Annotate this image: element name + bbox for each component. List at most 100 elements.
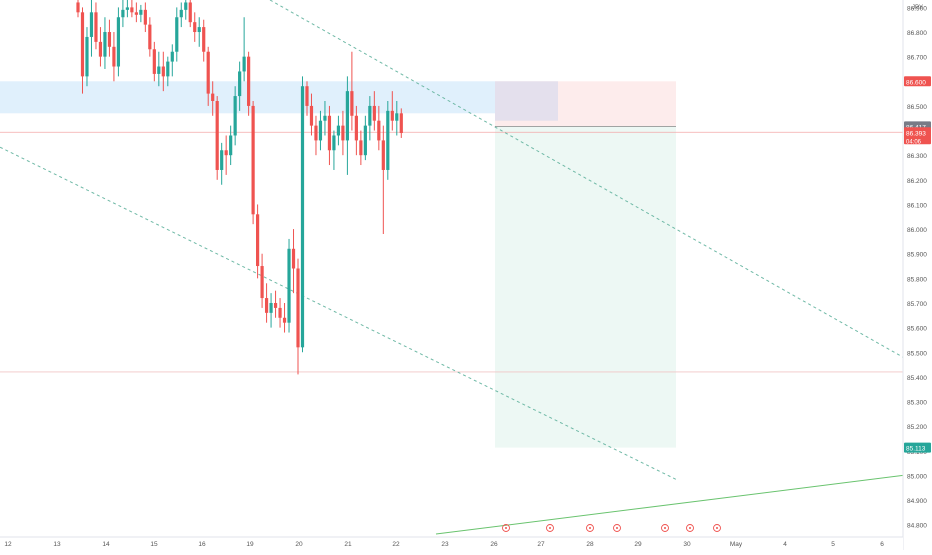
x-tick-label: 14 [102, 541, 110, 548]
candle-body [85, 36, 89, 77]
candle-body [152, 49, 156, 74]
time-axis [0, 537, 903, 550]
y-tick-label: 85.500 [907, 350, 927, 357]
candle-body [282, 317, 287, 323]
candle-body [287, 248, 291, 323]
event-marker-icon[interactable] [686, 524, 694, 532]
y-tick-label: 85.600 [907, 326, 927, 333]
candle-body [229, 135, 233, 156]
event-marker-icon[interactable] [661, 524, 669, 532]
price-axis [903, 0, 932, 550]
y-tick-label: 84.900 [907, 498, 927, 505]
candle-body [291, 248, 296, 269]
y-tick-label: 86.300 [907, 153, 927, 160]
y-tick-label: 86.000 [907, 227, 927, 234]
candle-body [76, 2, 80, 13]
event-marker-dot-icon [664, 527, 666, 529]
candle-body [98, 41, 103, 57]
candle-body [103, 32, 107, 57]
candle-body [332, 135, 336, 151]
candle-body [372, 105, 376, 121]
candle-body [318, 120, 323, 141]
rising-trend-line [435, 474, 904, 535]
x-tick-label: 19 [246, 541, 254, 548]
y-tick-label: 85.000 [907, 473, 927, 480]
y-tick-label: 85.400 [907, 375, 927, 382]
y-tick-label: 86.100 [907, 202, 927, 209]
x-tick-label: 5 [831, 541, 835, 548]
y-tick-label: 85.200 [907, 424, 927, 431]
event-marker-icon[interactable] [713, 524, 721, 532]
candle-body [125, 7, 129, 10]
candle-body [354, 115, 358, 141]
target-price-label: 86.600 [906, 79, 926, 86]
candle-body [112, 46, 116, 67]
y-tick-label: 85.900 [907, 252, 927, 259]
event-marker-dot-icon [716, 527, 718, 529]
candle-body [247, 56, 251, 106]
candle-body [314, 125, 318, 141]
candle-body [215, 100, 219, 170]
candle-body [399, 113, 403, 134]
x-tick-label: 22 [392, 541, 400, 548]
x-tick-label: 12 [4, 541, 12, 548]
currency-label: JPY [912, 5, 923, 11]
candle-body [157, 66, 161, 74]
candle-body [260, 266, 264, 299]
candle-body [305, 86, 309, 106]
candle-body [121, 9, 125, 18]
y-tick-label: 85.700 [907, 301, 927, 308]
target-price-label-bg [904, 76, 931, 87]
candle-body [130, 7, 134, 13]
event-marker-icon[interactable] [502, 524, 510, 532]
x-tick-label: 6 [880, 541, 884, 548]
candle-body [242, 56, 246, 72]
x-tick-label: 29 [634, 541, 642, 548]
event-marker-icon[interactable] [586, 524, 594, 532]
candle-body [273, 302, 278, 308]
stop-price-label-bg [904, 442, 931, 453]
candle-body [170, 51, 174, 62]
candle-body [264, 298, 269, 313]
candle-body [206, 51, 210, 94]
candle-body [363, 125, 367, 156]
candle-body [116, 17, 121, 67]
candle-body [256, 214, 260, 267]
candle-body [197, 27, 201, 33]
candle-body [269, 302, 273, 313]
candle-body [278, 307, 282, 318]
candle-body [390, 110, 394, 121]
countdown-label: 04:06 [906, 139, 922, 145]
event-marker-icon[interactable] [613, 524, 621, 532]
event-marker-dot-icon [549, 527, 551, 529]
candle-body [184, 2, 188, 10]
candle-body [377, 120, 381, 141]
entry-overlap-zone [495, 81, 558, 121]
x-tick-label: 27 [537, 541, 545, 548]
candle-body [188, 2, 192, 23]
x-tick-label: 15 [150, 541, 158, 548]
candle-body [233, 96, 237, 136]
candle-body [296, 268, 300, 348]
x-tick-label: 20 [295, 541, 303, 548]
candle-body [94, 12, 98, 42]
take-profit-zone [495, 126, 676, 448]
candle-body [300, 86, 305, 348]
candle-body [350, 91, 354, 116]
x-tick-label: May [730, 541, 743, 548]
candle-body [395, 113, 399, 121]
stop-price-label: 85.113 [906, 446, 926, 453]
x-tick-label: 28 [586, 541, 594, 548]
candle-body [80, 12, 85, 77]
upper-channel-line [269, 0, 904, 358]
candle-body [327, 115, 332, 151]
candle-body [336, 125, 341, 136]
event-marker-dot-icon [689, 527, 691, 529]
candle-body [143, 9, 147, 25]
y-tick-label: 85.800 [907, 276, 927, 283]
y-tick-label: 86.700 [907, 55, 927, 62]
x-tick-label: 21 [344, 541, 352, 548]
event-marker-icon[interactable] [546, 524, 554, 532]
candle-body [368, 105, 372, 126]
